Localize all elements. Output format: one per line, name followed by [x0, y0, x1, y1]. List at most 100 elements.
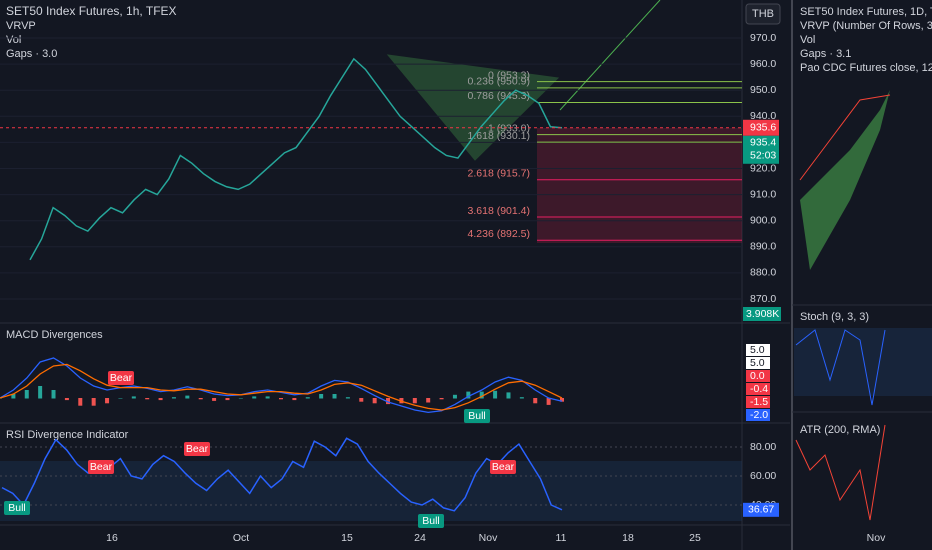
side-cloud — [800, 90, 890, 270]
fib-label: 4.236 (892.5) — [468, 228, 530, 240]
macd-scale-tag — [746, 370, 770, 382]
divergence-label: Bull — [8, 502, 26, 514]
macd-histogram — [359, 398, 364, 402]
main-title: SET50 Index Futures, 1h, TFEX — [6, 4, 177, 18]
price-tick: 960.0 — [750, 58, 776, 70]
divergence-tag — [418, 514, 444, 528]
macd-histogram — [105, 398, 110, 404]
fib-label: 3.618 (901.4) — [468, 205, 530, 217]
divergence-label: Bear — [110, 372, 133, 384]
divergence-label: Bull — [422, 515, 440, 527]
date-label: Oct — [233, 532, 249, 544]
macd-histogram — [78, 398, 83, 406]
macd-histogram — [466, 391, 471, 399]
side-indicator: Pao CDC Futures close, 12 — [800, 62, 932, 74]
fib-label: 0.236 (950.9) — [468, 76, 530, 88]
indicator: Vol — [6, 34, 21, 46]
macd-histogram — [38, 386, 43, 399]
macd-histogram — [131, 396, 136, 399]
macd-scale: -2.0 — [750, 409, 768, 421]
macd-histogram — [171, 397, 176, 399]
macd-histogram — [279, 398, 283, 400]
macd-histogram — [238, 398, 243, 399]
macd-histogram — [452, 394, 457, 399]
date-label: 15 — [341, 532, 353, 544]
macd-scale: 5.0 — [750, 344, 765, 356]
date-label: 18 — [622, 532, 634, 544]
divergence-tag — [108, 371, 134, 385]
fib-label: 1.618 (930.1) — [468, 130, 530, 142]
divergence-tag — [184, 442, 210, 456]
macd-histogram — [305, 397, 310, 399]
macd-histogram — [546, 398, 551, 405]
macd-histogram — [332, 394, 337, 399]
macd-histogram — [345, 397, 350, 399]
rsi-tick: 60.00 — [750, 470, 776, 482]
macd-scale-tag — [746, 383, 770, 395]
macd-histogram — [506, 392, 511, 399]
macd-histogram — [64, 398, 69, 401]
macd-histogram — [412, 398, 417, 404]
macd-histogram — [212, 398, 217, 401]
side-date: Nov — [867, 532, 886, 544]
bid-tag — [743, 135, 779, 164]
date-label: 11 — [556, 532, 567, 544]
macd-histogram — [560, 398, 564, 402]
price-tag — [743, 119, 779, 136]
price-tick: 950.0 — [750, 84, 776, 96]
side-price — [799, 94, 891, 181]
macd-histogram — [225, 398, 230, 401]
side-indicator: Gaps · 3.1 — [800, 48, 851, 60]
macd-histogram — [319, 394, 324, 399]
macd-histogram — [158, 398, 163, 401]
price-tick: 940.0 — [750, 110, 776, 122]
macd-histogram — [493, 390, 498, 399]
divergence-label: Bull — [468, 410, 486, 422]
macd-histogram — [292, 398, 297, 401]
divergence-label: Bear — [186, 443, 209, 455]
macd-histogram — [386, 398, 391, 405]
macd-title: MACD Divergences — [6, 329, 103, 341]
currency-button[interactable] — [745, 3, 781, 25]
currency: THB — [752, 8, 774, 20]
divergence-label: Bear — [492, 461, 515, 473]
macd-histogram — [185, 395, 190, 399]
macd-histogram — [533, 398, 538, 404]
macd-histogram — [145, 398, 150, 400]
atr-title: ATR (200, RMA) — [800, 424, 880, 436]
macd-scale: -0.4 — [750, 383, 768, 395]
macd-histogram — [198, 398, 203, 400]
price-tick: 870.0 — [750, 293, 776, 305]
fib-label: 0 (953.3) — [488, 69, 530, 81]
pattern-triangle — [386, 54, 560, 161]
rsi-title: RSI Divergence Indicator — [6, 429, 129, 441]
macd-scale-tag — [746, 396, 770, 408]
macd-histogram — [51, 390, 56, 399]
divergence-tag — [464, 409, 490, 423]
macd-scale-tag — [746, 344, 770, 356]
price-tick: 890.0 — [750, 241, 776, 253]
macd-histogram — [91, 398, 96, 406]
macd-histogram — [24, 390, 29, 399]
stoch-band — [794, 328, 932, 396]
last-price: 935.6 — [750, 122, 776, 134]
macd-scale: 0.0 — [750, 370, 765, 382]
macd-histogram — [519, 397, 524, 399]
macd-histogram — [426, 398, 431, 403]
divergence-tag — [490, 460, 516, 474]
side-atr — [795, 424, 886, 521]
macd-scale: 5.0 — [750, 357, 765, 369]
side-stoch — [795, 329, 886, 406]
fib-label: 2.618 (915.7) — [468, 168, 530, 180]
rsi-band — [0, 461, 742, 521]
rsi-tag — [743, 502, 779, 517]
side-indicator: VRVP (Number Of Rows, 30, — [800, 20, 932, 32]
fib-label: 0.786 (945.3) — [468, 90, 530, 102]
rsi-current: 36.67 — [748, 504, 774, 516]
macd-histogram — [439, 398, 444, 400]
target-zone — [537, 128, 742, 243]
macd-histogram — [372, 398, 377, 404]
side-title: SET50 Index Futures, 1D, TF — [800, 6, 932, 18]
price-tick: 900.0 — [750, 214, 776, 226]
signal-line — [0, 363, 563, 411]
